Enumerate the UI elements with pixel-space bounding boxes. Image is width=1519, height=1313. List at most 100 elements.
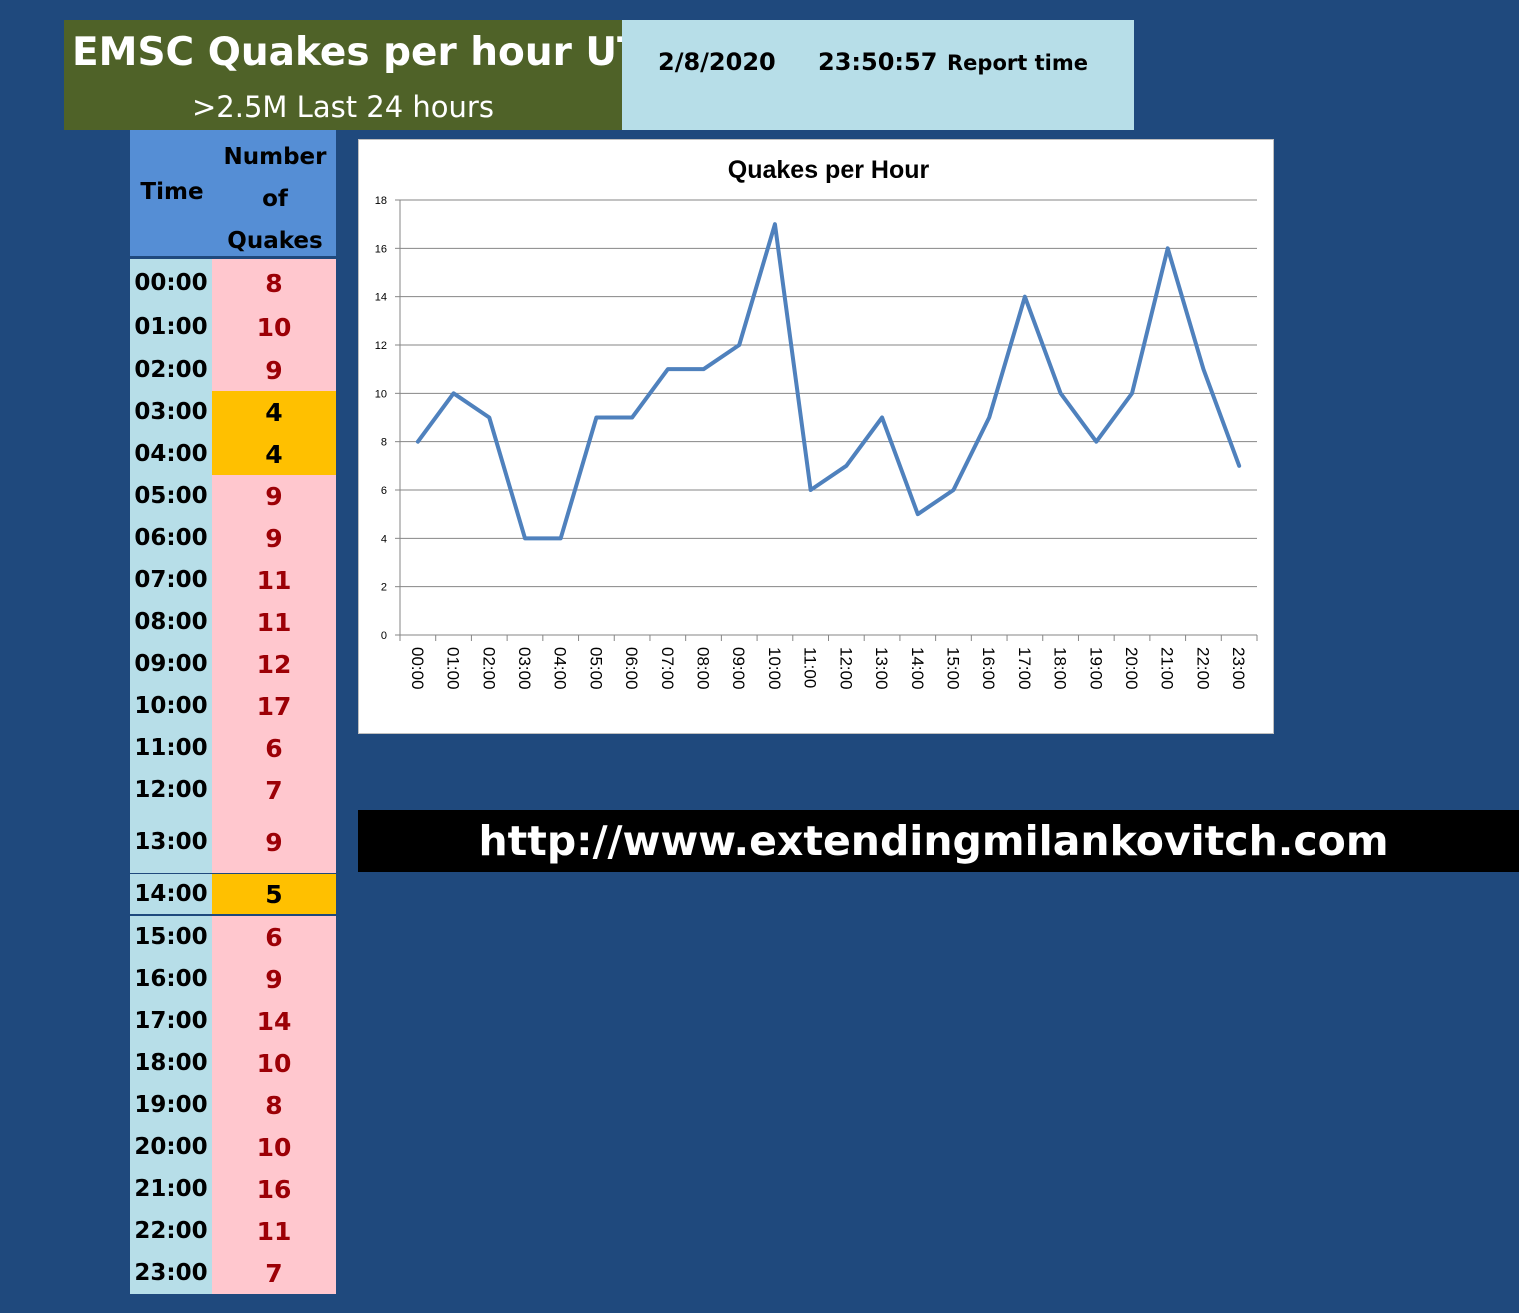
count-cell: 9: [212, 475, 336, 517]
time-cell: 04:00: [130, 433, 212, 475]
table-row: 01:00 10: [130, 305, 336, 349]
table-row: 06:00 9: [130, 517, 336, 559]
table-row: 07:00 11: [130, 559, 336, 601]
table-row: 18:00 10: [130, 1042, 336, 1084]
x-tick-label: 20:00: [1122, 647, 1141, 690]
count-cell: 12: [212, 643, 336, 685]
table-row: 11:00 6: [130, 727, 336, 769]
time-cell: 03:00: [130, 391, 212, 433]
count-cell: 11: [212, 1210, 336, 1252]
count-cell: 16: [212, 1168, 336, 1210]
page-title: EMSC Quakes per hour UTC: [72, 30, 673, 75]
x-tick-label: 09:00: [729, 647, 748, 690]
count-cell: 9: [212, 517, 336, 559]
table-row: 22:00 11: [130, 1210, 336, 1252]
count-cell: 9: [212, 958, 336, 1000]
count-cell: 11: [212, 601, 336, 643]
time-cell: 08:00: [130, 601, 212, 643]
x-tick-label: 01:00: [444, 647, 463, 690]
x-tick-label: 04:00: [551, 647, 570, 690]
y-tick-label: 0: [381, 630, 387, 642]
x-tick-label: 00:00: [408, 647, 427, 690]
count-cell: 9: [212, 811, 336, 873]
count-cell: 10: [212, 305, 336, 349]
x-tick-label: 18:00: [1051, 647, 1070, 690]
time-cell: 17:00: [130, 1000, 212, 1042]
table-row: 15:00 6: [130, 916, 336, 958]
x-tick-label: 03:00: [515, 647, 534, 690]
time-cell: 07:00: [130, 559, 212, 601]
chart-title: Quakes per Hour: [728, 156, 930, 184]
y-tick-label: 8: [381, 437, 387, 449]
series-line: [415, 222, 1242, 541]
y-tick-label: 4: [381, 533, 387, 545]
count-cell: 5: [212, 874, 336, 914]
y-tick-label: 16: [375, 243, 387, 255]
x-tick-label: 14:00: [908, 647, 927, 690]
table-row: 20:00 10: [130, 1126, 336, 1168]
count-cell: 17: [212, 685, 336, 727]
column-header-count-line: Number: [223, 144, 327, 170]
table-row: 19:00 8: [130, 1084, 336, 1126]
x-tick-label: 13:00: [872, 647, 891, 690]
x-tick-label: 07:00: [658, 647, 677, 690]
table-row: 14:00 5: [130, 874, 336, 914]
report-time-banner: 2/8/2020 23:50:57 Report time: [622, 20, 1134, 130]
table-row: 02:00 9: [130, 349, 336, 391]
time-cell: 13:00: [130, 811, 212, 873]
y-tick-label: 10: [375, 388, 387, 400]
x-tick-label: 19:00: [1086, 647, 1105, 690]
x-tick-label: 21:00: [1158, 647, 1177, 690]
count-cell: 4: [212, 391, 336, 433]
time-cell: 11:00: [130, 727, 212, 769]
time-cell: 12:00: [130, 769, 212, 811]
report-time: 23:50:57: [818, 48, 938, 76]
count-cell: 6: [212, 916, 336, 958]
x-tick-label: 06:00: [622, 647, 641, 690]
x-tick-label: 17:00: [1015, 647, 1034, 690]
table-header: Time Number of Quakes: [130, 130, 336, 256]
table-row: 00:00 8: [130, 259, 336, 307]
x-tick-label: 12:00: [836, 647, 855, 690]
table-row: 12:00 7: [130, 769, 336, 811]
count-cell: 10: [212, 1126, 336, 1168]
x-tick-label: 02:00: [479, 647, 498, 690]
count-cell: 9: [212, 349, 336, 391]
title-banner: EMSC Quakes per hour UTC >2.5M Last 24 h…: [64, 20, 672, 130]
table-row: 03:00 4: [130, 391, 336, 433]
x-tick-label: 05:00: [586, 647, 605, 690]
count-cell: 4: [212, 433, 336, 475]
report-date: 2/8/2020: [658, 48, 776, 76]
table-row: 05:00 9: [130, 475, 336, 517]
table-row: 21:00 16: [130, 1168, 336, 1210]
x-tick-label: 11:00: [801, 647, 820, 688]
website-url-banner: http://www.extendingmilankovitch.com: [358, 810, 1519, 872]
y-tick-label: 6: [381, 485, 387, 497]
time-cell: 09:00: [130, 643, 212, 685]
x-tick-label: 08:00: [694, 647, 713, 690]
count-cell: 11: [212, 559, 336, 601]
time-cell: 06:00: [130, 517, 212, 559]
count-cell: 10: [212, 1042, 336, 1084]
time-cell: 01:00: [130, 305, 212, 349]
time-cell: 19:00: [130, 1084, 212, 1126]
column-header-count-line: of: [262, 186, 288, 212]
table-row: 23:00 7: [130, 1252, 336, 1294]
column-header-count: Number of Quakes: [214, 136, 336, 262]
count-cell: 8: [212, 1084, 336, 1126]
table-row: 10:00 17: [130, 685, 336, 727]
column-header-time: Time: [140, 179, 204, 205]
table-row: 16:00 9: [130, 958, 336, 1000]
count-cell: 7: [212, 769, 336, 811]
x-tick-label: 22:00: [1193, 647, 1212, 690]
time-cell: 23:00: [130, 1252, 212, 1294]
time-cell: 21:00: [130, 1168, 212, 1210]
count-cell: 14: [212, 1000, 336, 1042]
count-cell: 7: [212, 1252, 336, 1294]
y-tick-label: 2: [381, 582, 387, 594]
time-cell: 02:00: [130, 349, 212, 391]
time-cell: 00:00: [130, 259, 212, 307]
time-cell: 14:00: [130, 874, 212, 914]
page-subtitle: >2.5M Last 24 hours: [192, 90, 494, 124]
time-cell: 10:00: [130, 685, 212, 727]
